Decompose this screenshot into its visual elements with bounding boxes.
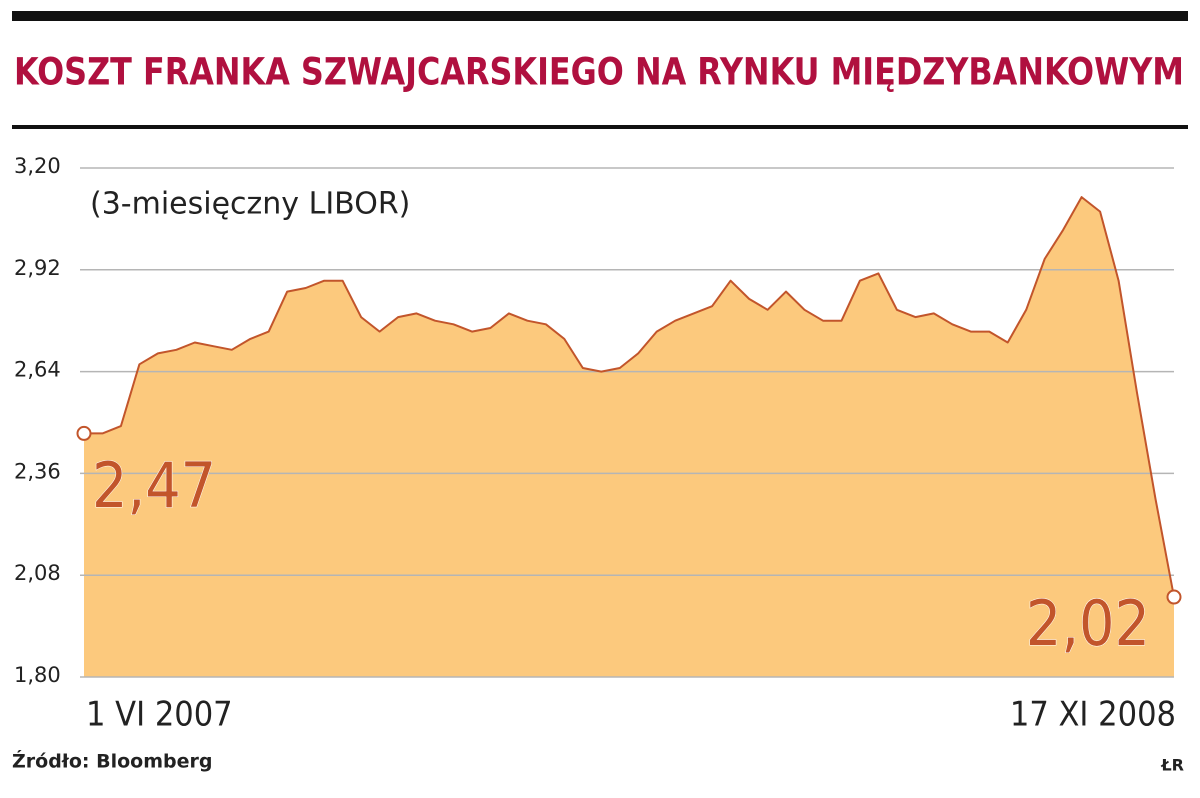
y-tick-label: 3,20 (14, 154, 61, 178)
area (84, 197, 1174, 677)
title-rule (12, 125, 1188, 129)
y-tick-label: 2,36 (14, 459, 61, 483)
y-tick-label: 2,64 (14, 358, 61, 382)
chart-title: KOSZT FRANKA SZWAJCARSKIEGO NA RYNKU MIĘ… (14, 51, 1184, 94)
value-label: 2,47 (92, 449, 216, 522)
end-marker (76, 425, 92, 441)
y-tick-label: 1,80 (14, 663, 61, 687)
x-tick-label: 17 XI 2008 (1010, 695, 1176, 735)
top-bar (12, 11, 1188, 21)
y-tick-label: 2,08 (14, 561, 61, 585)
y-tick-label: 2,92 (14, 256, 61, 280)
end-marker (1166, 589, 1182, 605)
subtitle: (3-miesięczny LIBOR) (90, 187, 410, 222)
credit: ŁR (1160, 756, 1184, 775)
line (84, 196, 1175, 598)
value-label: 2,02 (1026, 587, 1150, 660)
plot: 1,80 2,08 2,36 2,64 2,92 3,20 1 VI 2007 17 XI 2… (14, 154, 1182, 735)
x-tick-label: 1 VI 2007 (86, 695, 233, 735)
source: Źródło: Bloomberg (12, 750, 212, 773)
